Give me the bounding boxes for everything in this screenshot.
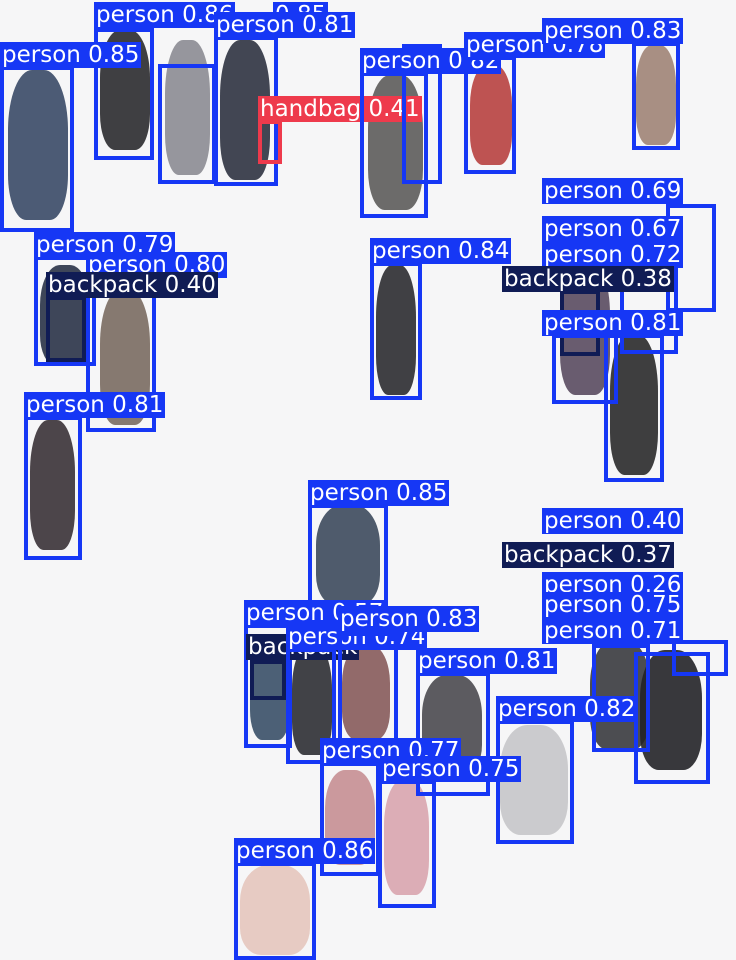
pedestrian-figure	[342, 645, 390, 740]
handbag-box	[258, 120, 282, 164]
person-label: person 0.81	[542, 310, 684, 336]
person-label: person 0.72	[542, 242, 684, 268]
pedestrian-figure	[165, 40, 210, 175]
pedestrian-figure	[610, 335, 658, 475]
person-label: person 0.81	[214, 12, 356, 38]
person-box	[672, 640, 728, 676]
person-label: person 0.81	[416, 648, 558, 674]
person-label: person 0.83	[542, 18, 684, 44]
person-label: person 0.83	[338, 606, 480, 632]
pedestrian-figure	[376, 265, 416, 395]
person-box	[496, 720, 574, 844]
person-box	[308, 504, 388, 610]
person-label: person 0.81	[24, 392, 166, 418]
pedestrian-figure	[640, 650, 702, 770]
pedestrian-figure	[30, 420, 75, 550]
backpack-label: backpack 0.40	[46, 272, 218, 298]
person-box	[286, 648, 336, 764]
person-box	[402, 44, 442, 184]
pedestrian-figure	[636, 45, 676, 145]
person-label: person 0.75	[380, 756, 522, 782]
pedestrian-figure	[8, 70, 68, 220]
person-box	[0, 66, 74, 232]
person-label: person 0.86	[94, 2, 236, 28]
pedestrian-figure	[470, 65, 512, 165]
person-label: person 0.75	[542, 592, 684, 618]
person-box	[94, 28, 154, 160]
person-box	[416, 672, 490, 796]
backpack-box	[46, 296, 86, 362]
person-box	[34, 256, 96, 366]
person-box	[604, 334, 664, 482]
person-box	[360, 72, 428, 218]
person-box	[24, 416, 82, 560]
person-box	[552, 334, 618, 404]
person-box	[370, 262, 422, 400]
backpack-label: backpack 0.38	[502, 266, 674, 292]
person-box	[338, 632, 398, 742]
pedestrian-figure	[240, 865, 310, 955]
person-box	[634, 652, 710, 784]
person-label: person 0.86	[234, 838, 376, 864]
person-box	[378, 780, 436, 908]
backpack-box	[250, 660, 286, 700]
person-label: person 0.40	[542, 508, 684, 534]
person-box	[464, 56, 516, 174]
person-label: person 0.67	[542, 216, 684, 242]
person-box	[234, 862, 316, 960]
pedestrian-figure	[384, 780, 429, 895]
person-label: person 0.71	[542, 618, 684, 644]
backpack-label: backpack 0.37	[502, 542, 674, 568]
person-box	[158, 64, 216, 184]
handbag-label: handbag 0.41	[258, 96, 422, 122]
person-label: person 0.85	[308, 480, 450, 506]
person-label: person 0.85	[0, 42, 142, 68]
pedestrian-figure	[292, 645, 332, 755]
person-box	[632, 42, 680, 150]
person-box	[244, 624, 292, 748]
person-label: person 0.84	[370, 238, 512, 264]
pedestrian-figure	[316, 505, 380, 605]
person-label: person 0.69	[542, 178, 684, 204]
person-label: person 0.82	[496, 696, 638, 722]
